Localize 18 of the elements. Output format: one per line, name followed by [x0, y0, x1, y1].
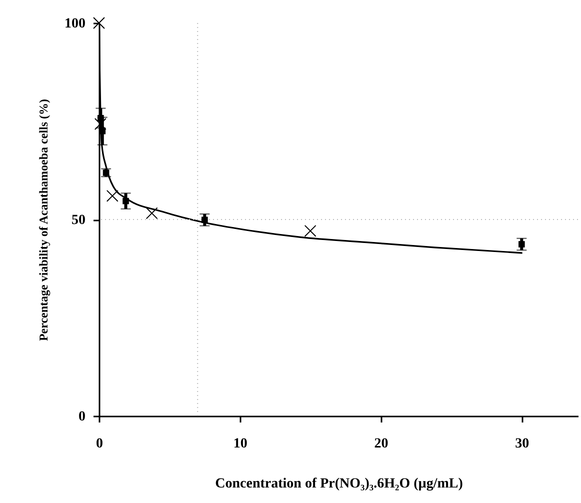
point: [304, 224, 316, 237]
point: [518, 241, 525, 248]
y-tick-label: 0: [78, 410, 86, 424]
y-axis-title: Percentage viability of Acanthamoeba cells (%): [36, 98, 50, 342]
point: [202, 216, 208, 224]
x-tick-label: 20: [374, 436, 388, 452]
x-tick-label: 0: [96, 436, 103, 452]
x-tick-label: 30: [515, 436, 530, 452]
y-tick-label: 100: [64, 16, 86, 32]
x-tick-label: 10: [233, 436, 248, 452]
point: [98, 114, 104, 122]
point: [106, 190, 118, 202]
point: [146, 207, 158, 220]
x-axis-title: Concentration of Pr(NO₃)₃.6H₂O (µg/mL): [215, 476, 464, 492]
point: [122, 198, 129, 204]
point: [99, 128, 106, 134]
point: [94, 118, 106, 130]
y-tick-label: 50: [72, 213, 86, 228]
